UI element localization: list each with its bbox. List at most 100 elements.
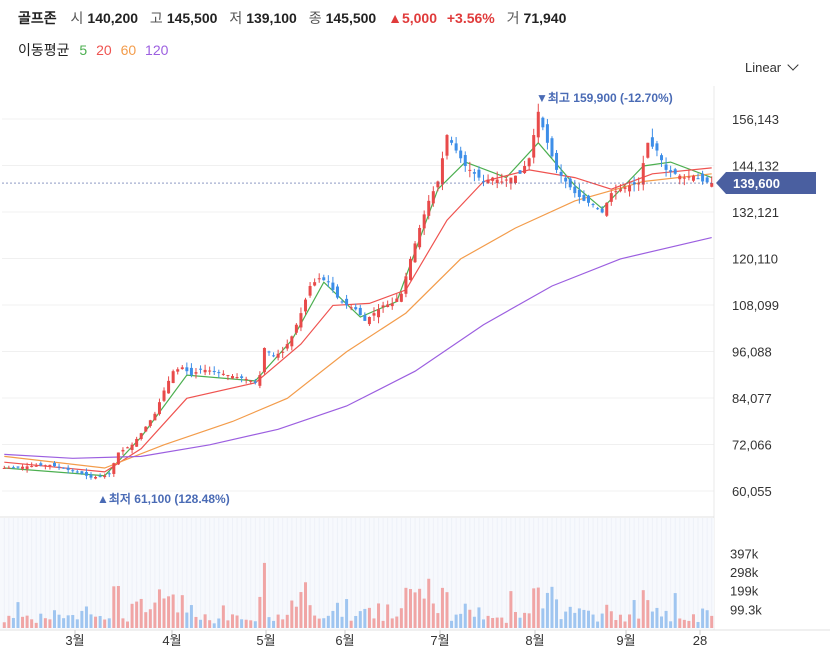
- candle: [427, 200, 431, 216]
- volume-bar: [217, 618, 221, 628]
- candle: [710, 183, 714, 187]
- volume-bar: [536, 587, 540, 628]
- volume-bar: [57, 614, 61, 628]
- candle: [221, 373, 225, 375]
- candle: [418, 227, 422, 248]
- volume-bar: [62, 618, 66, 628]
- candle: [577, 189, 581, 197]
- ma-legend[interactable]: 이동평균 5 20 60 120: [18, 40, 173, 60]
- volume-bar: [71, 615, 75, 628]
- volume-bar: [358, 611, 362, 628]
- candle: [281, 351, 285, 353]
- volume-bar: [116, 585, 120, 628]
- candle: [459, 150, 463, 159]
- ma-5-label: 5: [79, 42, 88, 58]
- candle: [632, 182, 636, 185]
- candle: [162, 390, 166, 401]
- volume-bar: [628, 614, 632, 628]
- volume-bar: [34, 622, 38, 628]
- volume-bar: [468, 609, 472, 628]
- candle: [340, 301, 344, 303]
- candle: [390, 303, 394, 307]
- candle: [258, 375, 262, 386]
- candle: [262, 347, 266, 373]
- current-price-badge: [716, 172, 816, 195]
- ma60-line: [4, 173, 712, 469]
- volume-bar: [609, 611, 613, 628]
- volume-panel-value: 71,940: [62, 526, 106, 542]
- candle: [504, 179, 508, 181]
- x-tick-label: 7월: [430, 633, 449, 648]
- volume-bar: [573, 612, 577, 628]
- candle: [267, 351, 271, 353]
- volume-panel-bg: [0, 518, 714, 629]
- volume-bar: [212, 623, 216, 628]
- volume-bar: [16, 602, 20, 628]
- volume-bar: [66, 615, 70, 628]
- candle: [586, 195, 590, 203]
- candle: [550, 138, 554, 157]
- candle: [399, 293, 403, 302]
- candle: [468, 169, 472, 171]
- volume-bar: [696, 621, 700, 628]
- candle: [591, 204, 595, 206]
- candle: [687, 176, 691, 178]
- candle: [304, 299, 308, 312]
- candle: [89, 474, 93, 478]
- change-value: ▲5,000: [388, 10, 437, 26]
- candle: [422, 214, 426, 229]
- low-label: 저: [229, 10, 243, 26]
- moving-average-lines: [4, 141, 712, 477]
- volume-bar: [550, 586, 554, 628]
- candle: [408, 258, 412, 281]
- candle: [669, 170, 673, 172]
- y-tick-label: 108,099: [732, 298, 779, 313]
- volume-bar: [331, 610, 335, 628]
- candle: [171, 371, 175, 384]
- scale-selector[interactable]: Linear: [745, 59, 799, 75]
- candle: [185, 367, 189, 372]
- volume-bar: [413, 592, 417, 628]
- volume-bar: [84, 606, 88, 628]
- volume-bar: [523, 612, 527, 628]
- volume-bar: [641, 590, 645, 628]
- volume-bar: [605, 604, 609, 628]
- x-tick-label: 28: [693, 633, 707, 648]
- candle: [541, 117, 545, 128]
- candle: [326, 281, 330, 283]
- volume-bar: [94, 616, 98, 628]
- change-percent: +3.56%: [446, 10, 495, 26]
- candle: [62, 467, 66, 469]
- candle: [660, 155, 664, 161]
- volume-bar: [632, 600, 636, 628]
- candle: [121, 449, 125, 452]
- volume-bar: [135, 601, 139, 628]
- volume-bar: [294, 606, 298, 628]
- candle: [30, 466, 34, 468]
- y-tick-label: 132,121: [732, 205, 779, 220]
- candle: [230, 376, 234, 379]
- candle: [203, 369, 207, 373]
- volume-bar: [139, 598, 143, 628]
- candle: [345, 298, 349, 306]
- volume-bar: [189, 605, 193, 628]
- volume-bar: [381, 620, 385, 628]
- volume-panel-title: 거래량 71,940: [18, 524, 105, 544]
- volume-bar: [180, 595, 184, 628]
- y-tick-label: 72,066: [732, 438, 772, 453]
- volume-bar: [673, 593, 677, 628]
- volume-bar: [431, 603, 435, 628]
- volume-bar: [354, 615, 358, 628]
- volume-bar: [126, 621, 130, 628]
- volume-bar: [377, 603, 381, 628]
- candle: [235, 377, 239, 379]
- candle: [691, 175, 695, 181]
- candle: [482, 181, 486, 183]
- candle: [52, 462, 56, 467]
- volume-bar: [678, 618, 682, 628]
- volume-background: [0, 518, 714, 629]
- volume-bars: [2, 562, 714, 628]
- volume-bar: [408, 589, 412, 628]
- x-axis-ticks: 3월 4월 5월 6월 7월 8월 9월 28: [65, 630, 707, 648]
